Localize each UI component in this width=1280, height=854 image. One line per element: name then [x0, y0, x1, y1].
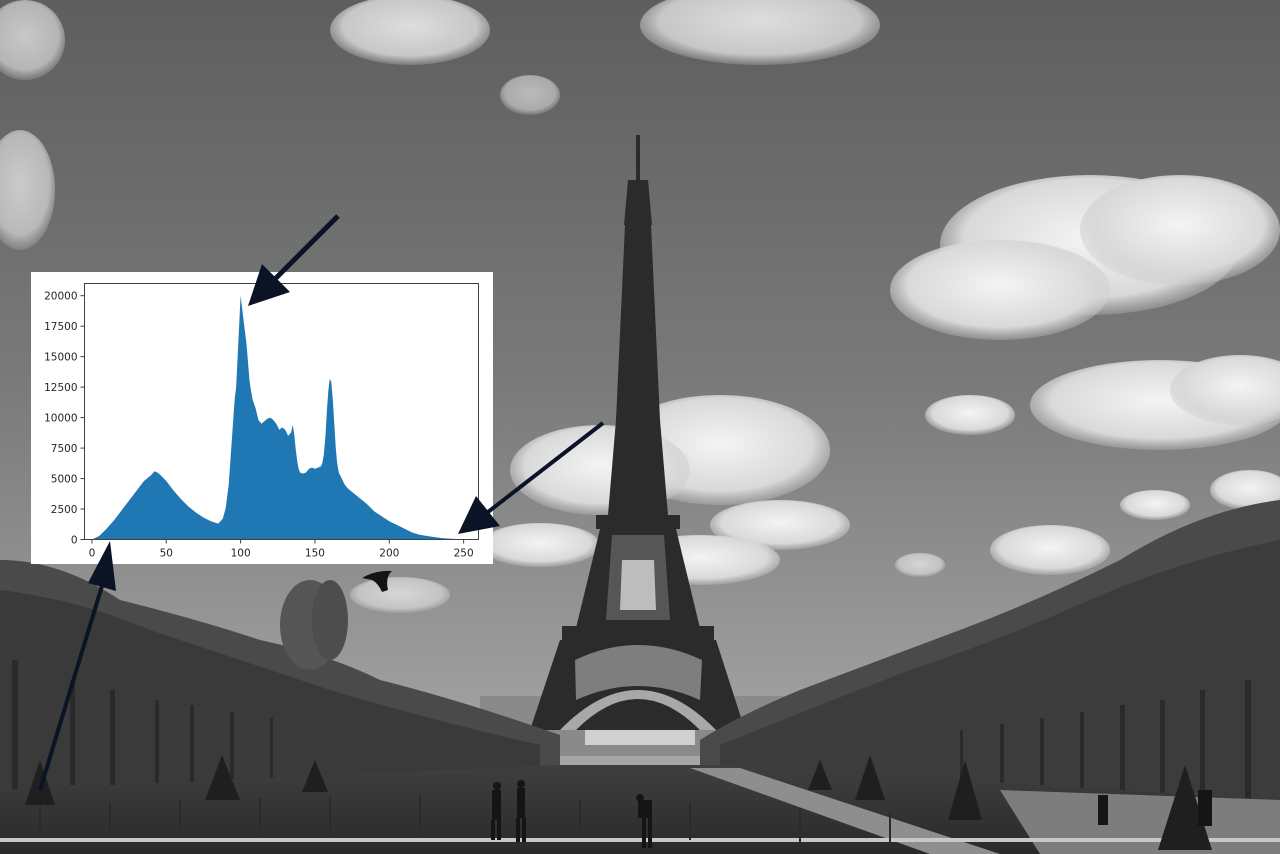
y-tick-label: 20000: [44, 291, 77, 303]
y-tick-label: 15000: [44, 352, 77, 364]
eiffel-tower: [530, 135, 745, 730]
histogram-chart: 0 50 100 150 200 2500250050007500100001250015…: [44, 283, 479, 560]
cone-bushes: [25, 755, 1212, 850]
fence: [39, 795, 891, 844]
x-tick-label: 100: [231, 548, 251, 560]
x-tick-label: 50: [160, 548, 173, 560]
clouds: [0, 0, 1280, 613]
histogram-area: [91, 295, 472, 540]
path: [690, 768, 1000, 854]
y-tick-label: 12500: [44, 382, 77, 394]
y-tick-label: 2500: [51, 504, 78, 516]
histogram-panel: 0 50 100 150 200 250 0 2500 5000 7500 10000 12500 15…: [31, 272, 493, 564]
x-tick-label: 250: [454, 548, 474, 560]
y-tick-label: 5000: [51, 474, 78, 486]
right-trees: [700, 500, 1280, 805]
tree-trunks: [12, 660, 1251, 810]
x-tick-label: 150: [305, 548, 325, 560]
y-tick-label: 7500: [51, 443, 78, 455]
y-tick-label: 17500: [44, 321, 77, 333]
bird: [362, 570, 392, 592]
left-trees: [0, 560, 560, 790]
people: [491, 780, 1212, 848]
x-tick-label: 0: [89, 548, 96, 560]
y-tick-label: 10000: [44, 413, 77, 425]
y-tick-label: 0: [71, 535, 78, 547]
x-tick-label: 200: [379, 548, 399, 560]
